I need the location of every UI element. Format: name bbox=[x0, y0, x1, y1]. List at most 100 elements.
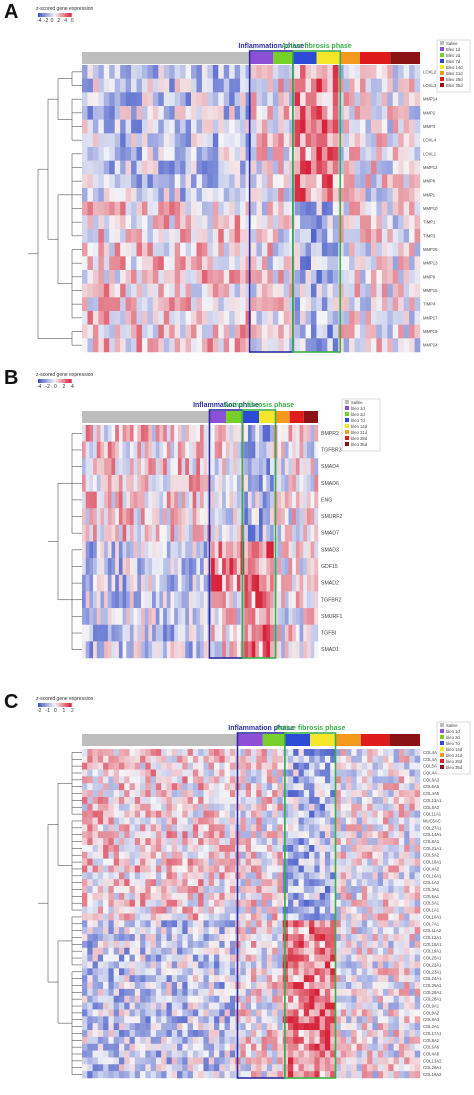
group-bar-segment bbox=[340, 52, 360, 64]
heatmap-cell bbox=[266, 899, 273, 907]
heatmap-cell bbox=[287, 940, 294, 949]
heatmap-cell bbox=[398, 988, 405, 996]
group-bar-segment bbox=[303, 411, 318, 423]
heatmap-cell bbox=[129, 824, 136, 832]
heatmap-cell bbox=[388, 749, 394, 757]
heatmap-cell bbox=[82, 524, 86, 542]
heatmap-cell bbox=[398, 201, 404, 216]
heatmap-cell bbox=[388, 995, 394, 1003]
heatmap-cell bbox=[177, 491, 182, 509]
heatmap-cell bbox=[129, 961, 136, 969]
heatmap-cell bbox=[255, 641, 260, 659]
heatmap-cell bbox=[163, 474, 168, 492]
heatmap-cell bbox=[251, 474, 256, 492]
heatmap-cell bbox=[177, 541, 182, 559]
heatmap-cell bbox=[266, 783, 273, 791]
heatmap-cell bbox=[224, 934, 231, 942]
heatmap-cell bbox=[327, 201, 334, 216]
group-bar-segment bbox=[360, 734, 390, 746]
heatmap-cell bbox=[219, 749, 225, 757]
heatmap-cell bbox=[118, 995, 125, 1003]
heatmap-cell bbox=[314, 803, 320, 811]
heatmap-cell bbox=[214, 1009, 220, 1017]
heatmap-cell bbox=[129, 790, 136, 798]
heatmap-cell bbox=[403, 201, 410, 216]
heatmap-cell bbox=[324, 817, 331, 825]
heatmap-cell bbox=[299, 441, 304, 459]
legend-entry: Saline bbox=[351, 400, 363, 405]
heatmap-cell bbox=[161, 920, 167, 928]
heatmap-cell bbox=[208, 824, 215, 832]
heatmap-cell bbox=[192, 934, 199, 942]
heatmap-cell bbox=[100, 574, 105, 592]
heatmap-cell bbox=[152, 229, 159, 243]
heatmap-cell bbox=[166, 591, 171, 609]
heatmap-cell bbox=[234, 283, 241, 298]
heatmap-cell bbox=[256, 947, 262, 955]
heatmap-cell bbox=[170, 425, 175, 442]
heatmap-cell bbox=[144, 425, 149, 442]
heatmap-cell bbox=[92, 78, 99, 93]
heatmap-cell bbox=[140, 913, 146, 921]
heatmap-cell bbox=[82, 886, 88, 894]
heatmap-cell bbox=[214, 762, 220, 770]
heatmap-cell bbox=[182, 920, 188, 928]
heatmap-cell bbox=[201, 78, 208, 93]
heatmap-cell bbox=[398, 283, 404, 298]
heatmap-cell bbox=[392, 106, 399, 120]
heatmap-cell bbox=[219, 810, 225, 818]
heatmap-cell bbox=[240, 934, 246, 942]
heatmap-cell bbox=[256, 940, 262, 949]
heatmap-cell bbox=[103, 954, 109, 962]
heatmap-cell bbox=[192, 803, 199, 811]
heatmap-cell bbox=[150, 899, 157, 907]
heatmap-cell bbox=[245, 961, 252, 969]
heatmap-cell bbox=[305, 256, 312, 271]
heatmap-cell bbox=[272, 975, 278, 983]
heatmap-cell bbox=[141, 608, 145, 625]
heatmap-cell bbox=[92, 995, 99, 1003]
heatmap-cell bbox=[87, 844, 93, 853]
heatmap-cell bbox=[104, 541, 109, 559]
heatmap-cell bbox=[214, 947, 220, 955]
heatmap-cell bbox=[314, 783, 320, 791]
heatmap-cell bbox=[409, 927, 415, 935]
heatmap-cell bbox=[245, 174, 252, 189]
heatmap-cell bbox=[310, 242, 317, 257]
heatmap-cell bbox=[295, 558, 300, 576]
heatmap-cell bbox=[327, 147, 334, 161]
heatmap-cell bbox=[330, 776, 336, 784]
heatmap-cell bbox=[92, 297, 99, 312]
heatmap-cell bbox=[335, 961, 342, 969]
heatmap-cell bbox=[414, 256, 421, 271]
heatmap-cell bbox=[267, 338, 274, 353]
heatmap-cell bbox=[82, 491, 86, 509]
heatmap-cell bbox=[140, 851, 146, 859]
heatmap-cell bbox=[136, 201, 143, 216]
heatmap-cell bbox=[240, 1009, 246, 1017]
heatmap-cell bbox=[218, 324, 224, 339]
heatmap-cell bbox=[161, 803, 167, 811]
heatmap-cell bbox=[266, 425, 271, 442]
heatmap-cell bbox=[229, 844, 236, 853]
heatmap-cell bbox=[299, 624, 304, 642]
heatmap-cell bbox=[251, 574, 256, 592]
heatmap-cell bbox=[218, 458, 223, 476]
heatmap-cell bbox=[361, 954, 368, 962]
heatmap-cell bbox=[299, 491, 304, 509]
heatmap-cell bbox=[367, 968, 373, 976]
heatmap-cell bbox=[166, 574, 171, 592]
heatmap-cell bbox=[266, 817, 273, 825]
heatmap-cell bbox=[118, 879, 125, 887]
heatmap-cell bbox=[113, 934, 120, 942]
heatmap-cell bbox=[251, 641, 256, 659]
heatmap-cell bbox=[309, 879, 315, 887]
heatmap-cell bbox=[219, 886, 225, 894]
heatmap-cell bbox=[292, 441, 297, 459]
heatmap-cell bbox=[224, 783, 231, 791]
heatmap-cell bbox=[97, 831, 104, 839]
heatmap-cell bbox=[292, 541, 297, 559]
heatmap-cell bbox=[200, 558, 204, 576]
heatmap-cell bbox=[321, 201, 328, 216]
